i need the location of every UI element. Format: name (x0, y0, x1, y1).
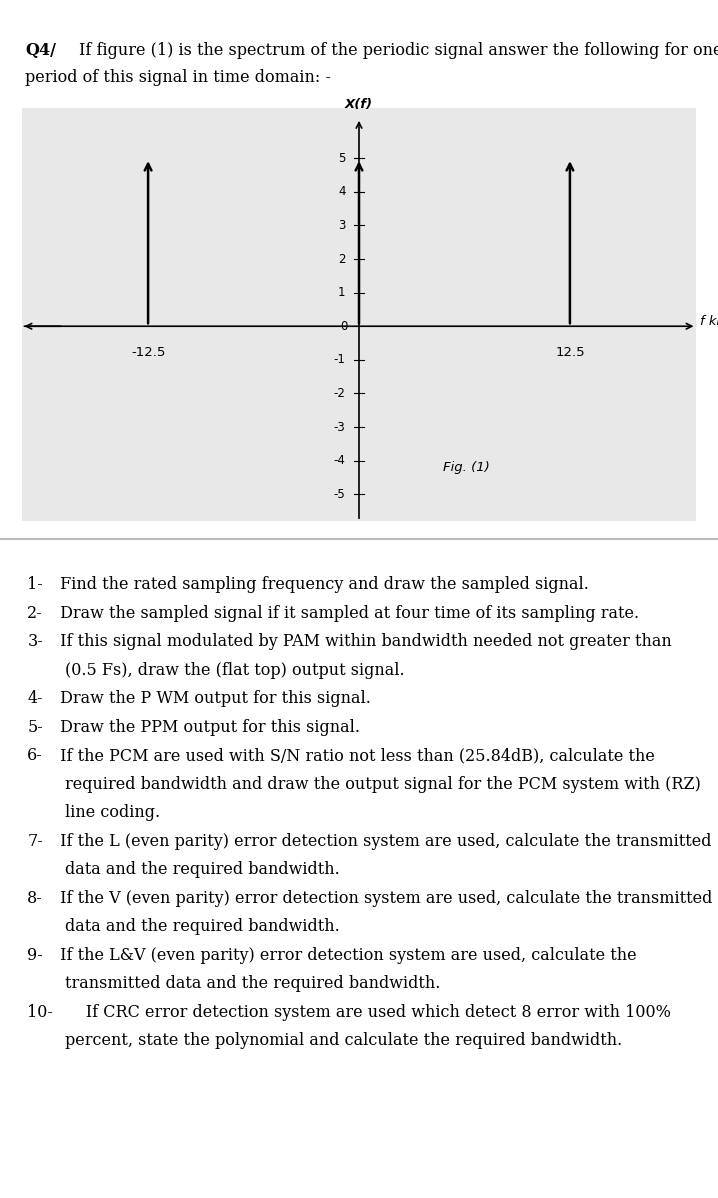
Text: If the L&V (even parity) error detection system are used, calculate the: If the L&V (even parity) error detection… (55, 946, 636, 963)
Text: If figure (1) is the spectrum of the periodic signal answer the following for on: If figure (1) is the spectrum of the per… (79, 42, 718, 59)
Text: (0.5 Fs), draw the (flat top) output signal.: (0.5 Fs), draw the (flat top) output sig… (65, 661, 404, 679)
Text: 8-: 8- (27, 890, 43, 907)
Text: percent, state the polynomial and calculate the required bandwidth.: percent, state the polynomial and calcul… (65, 1031, 622, 1049)
Text: data and the required bandwidth.: data and the required bandwidth. (65, 861, 340, 878)
Text: Draw the sampled signal if it sampled at four time of its sampling rate.: Draw the sampled signal if it sampled at… (55, 605, 639, 622)
Text: Q4/: Q4/ (25, 42, 56, 59)
Text: -3: -3 (334, 420, 345, 434)
Text: -2: -2 (334, 387, 345, 400)
Text: f kHz: f kHz (700, 315, 718, 328)
Text: -12.5: -12.5 (131, 346, 165, 359)
Text: 9-: 9- (27, 946, 43, 963)
Text: 3-: 3- (27, 634, 43, 651)
Text: X(f): X(f) (345, 98, 373, 111)
Text: 1-: 1- (27, 576, 43, 593)
Text: 0: 0 (340, 320, 348, 333)
Text: If CRC error detection system are used which detect 8 error with 100%: If CRC error detection system are used w… (55, 1004, 671, 1021)
Text: 5-: 5- (27, 719, 43, 736)
Text: 4-: 4- (27, 690, 43, 707)
Text: Fig. (1): Fig. (1) (444, 461, 490, 473)
Text: data and the required bandwidth.: data and the required bandwidth. (65, 918, 340, 936)
Text: If the V (even parity) error detection system are used, calculate the transmitte: If the V (even parity) error detection s… (55, 890, 712, 907)
Text: 10-: 10- (27, 1004, 53, 1021)
Text: period of this signal in time domain: -: period of this signal in time domain: - (25, 69, 331, 86)
Text: If the L (even parity) error detection system are used, calculate the transmitte: If the L (even parity) error detection s… (55, 833, 711, 849)
Text: line coding.: line coding. (65, 804, 159, 821)
Text: 4: 4 (338, 186, 345, 199)
Text: -5: -5 (334, 488, 345, 501)
Text: 1: 1 (338, 286, 345, 300)
Text: 12.5: 12.5 (555, 346, 584, 359)
Text: required bandwidth and draw the output signal for the PCM system with (RZ): required bandwidth and draw the output s… (65, 775, 701, 793)
Text: Draw the PPM output for this signal.: Draw the PPM output for this signal. (55, 719, 360, 736)
Text: 2-: 2- (27, 605, 43, 622)
Text: 5: 5 (338, 152, 345, 164)
Text: 6-: 6- (27, 748, 43, 764)
Text: If the PCM are used with S/N ratio not less than (25.84dB), calculate the: If the PCM are used with S/N ratio not l… (55, 748, 654, 764)
Text: 3: 3 (338, 219, 345, 232)
Text: -1: -1 (334, 353, 345, 367)
Text: Find the rated sampling frequency and draw the sampled signal.: Find the rated sampling frequency and dr… (55, 576, 589, 593)
Text: -4: -4 (334, 454, 345, 467)
Text: Draw the P WM output for this signal.: Draw the P WM output for this signal. (55, 690, 370, 707)
Text: transmitted data and the required bandwidth.: transmitted data and the required bandwi… (65, 975, 440, 992)
Text: 2: 2 (338, 253, 345, 266)
Text: If this signal modulated by PAM within bandwidth needed not greater than: If this signal modulated by PAM within b… (55, 634, 671, 651)
Text: 7-: 7- (27, 833, 43, 849)
